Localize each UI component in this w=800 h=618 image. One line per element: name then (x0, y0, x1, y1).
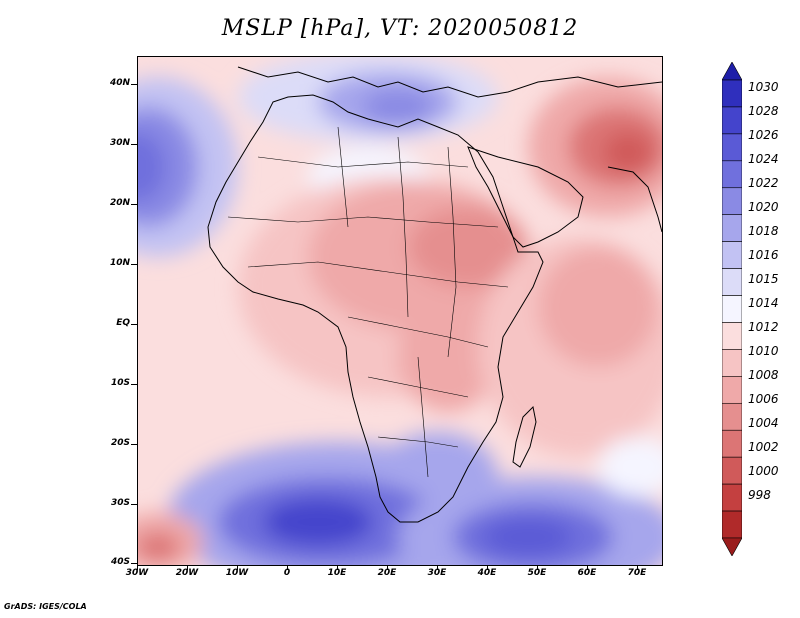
chart-title: MSLP [hPa], VT: 2020050812 (221, 16, 579, 41)
lat-tick (131, 84, 137, 85)
colorbar-label-1008: 1008 (748, 368, 779, 382)
colorbar-segment (722, 402, 742, 431)
colorbar-bottom-arrow (722, 537, 742, 556)
colorbar-segment (722, 456, 742, 485)
colorbar-label-1028: 1028 (748, 104, 779, 118)
lon-label-30e: 30E (427, 568, 447, 578)
colorbar-label-1014: 1014 (748, 296, 779, 310)
colorbar-segment (722, 429, 742, 458)
colorbar-label-1012: 1012 (748, 320, 779, 334)
lon-label-10e: 10E (327, 568, 347, 578)
lon-tick (187, 565, 188, 570)
colorbar-label-998: 998 (748, 488, 771, 502)
lon-label-40e: 40E (477, 568, 497, 578)
lon-tick (337, 565, 338, 570)
colorbar-segment (722, 160, 742, 189)
colorbar-segment (722, 349, 742, 377)
lat-label-20s: 20S (110, 438, 130, 448)
lat-label-30n: 30N (109, 138, 130, 148)
pressure-map (138, 57, 662, 565)
lat-tick (131, 264, 137, 265)
lat-tick (131, 444, 137, 445)
colorbar-label-1010: 1010 (748, 344, 779, 358)
footer-credit: GrADS: IGES/COLA (4, 602, 87, 611)
lon-label-10w: 10W (225, 568, 249, 578)
colorbar-label-1006: 1006 (748, 392, 779, 406)
lat-label-40n: 40N (109, 78, 130, 88)
colorbar-label-1002: 1002 (748, 440, 779, 454)
lon-label-30w: 30W (125, 568, 149, 578)
colorbar-segment (722, 510, 742, 539)
colorbar-segment (722, 483, 742, 512)
lon-tick (237, 565, 238, 570)
colorbar-segment (722, 322, 742, 350)
colorbar-label-1000: 1000 (748, 464, 779, 478)
country-borders (227, 126, 509, 478)
colorbar-segment (722, 214, 742, 242)
map-panel (137, 56, 663, 566)
lon-label-60e: 60E (577, 568, 597, 578)
colorbar-label-1020: 1020 (748, 200, 779, 214)
lat-label-40s: 40S (110, 557, 130, 567)
colorbar-segment (722, 106, 742, 135)
lon-tick (137, 565, 138, 570)
colorbar-segment (722, 79, 742, 108)
colorbar-segment (722, 187, 742, 216)
colorbar-label-1026: 1026 (748, 128, 779, 142)
lat-label-30s: 30S (110, 498, 130, 508)
colorbar-label-1018: 1018 (748, 224, 779, 238)
lat-label-eq: EQ (116, 318, 130, 328)
colorbar-label-1016: 1016 (748, 248, 779, 262)
colorbar (722, 62, 742, 556)
lon-tick (587, 565, 588, 570)
lat-tick (131, 144, 137, 145)
lon-label-20e: 20E (377, 568, 397, 578)
lat-tick (131, 204, 137, 205)
colorbar-segment (722, 268, 742, 296)
lat-label-10s: 10S (110, 378, 130, 388)
lat-label-10n: 10N (109, 258, 130, 268)
lon-tick (387, 565, 388, 570)
pressure-field (138, 57, 662, 565)
colorbar-top-arrow (722, 62, 742, 81)
lat-tick (131, 563, 137, 564)
colorbar-segment (722, 295, 742, 323)
lat-tick (131, 504, 137, 505)
colorbar-label-1024: 1024 (748, 152, 779, 166)
colorbar-segment (722, 133, 742, 162)
lat-tick (131, 324, 137, 325)
colorbar-label-1015: 1015 (748, 272, 779, 286)
colorbar-segment (722, 376, 742, 404)
lon-label-50e: 50E (527, 568, 547, 578)
lon-label-0: 0 (283, 568, 291, 578)
lon-tick (437, 565, 438, 570)
lon-label-20w: 20W (175, 568, 199, 578)
lon-label-70e: 70E (627, 568, 647, 578)
lon-tick (287, 565, 288, 570)
lon-tick (537, 565, 538, 570)
colorbar-label-1030: 1030 (748, 80, 779, 94)
lat-label-20n: 20N (109, 198, 130, 208)
coastlines (207, 66, 662, 523)
colorbar-segment (722, 241, 742, 269)
lon-tick (637, 565, 638, 570)
lon-tick (487, 565, 488, 570)
colorbar-segments (722, 62, 742, 556)
lat-tick (131, 384, 137, 385)
colorbar-label-1004: 1004 (748, 416, 779, 430)
colorbar-label-1022: 1022 (748, 176, 779, 190)
